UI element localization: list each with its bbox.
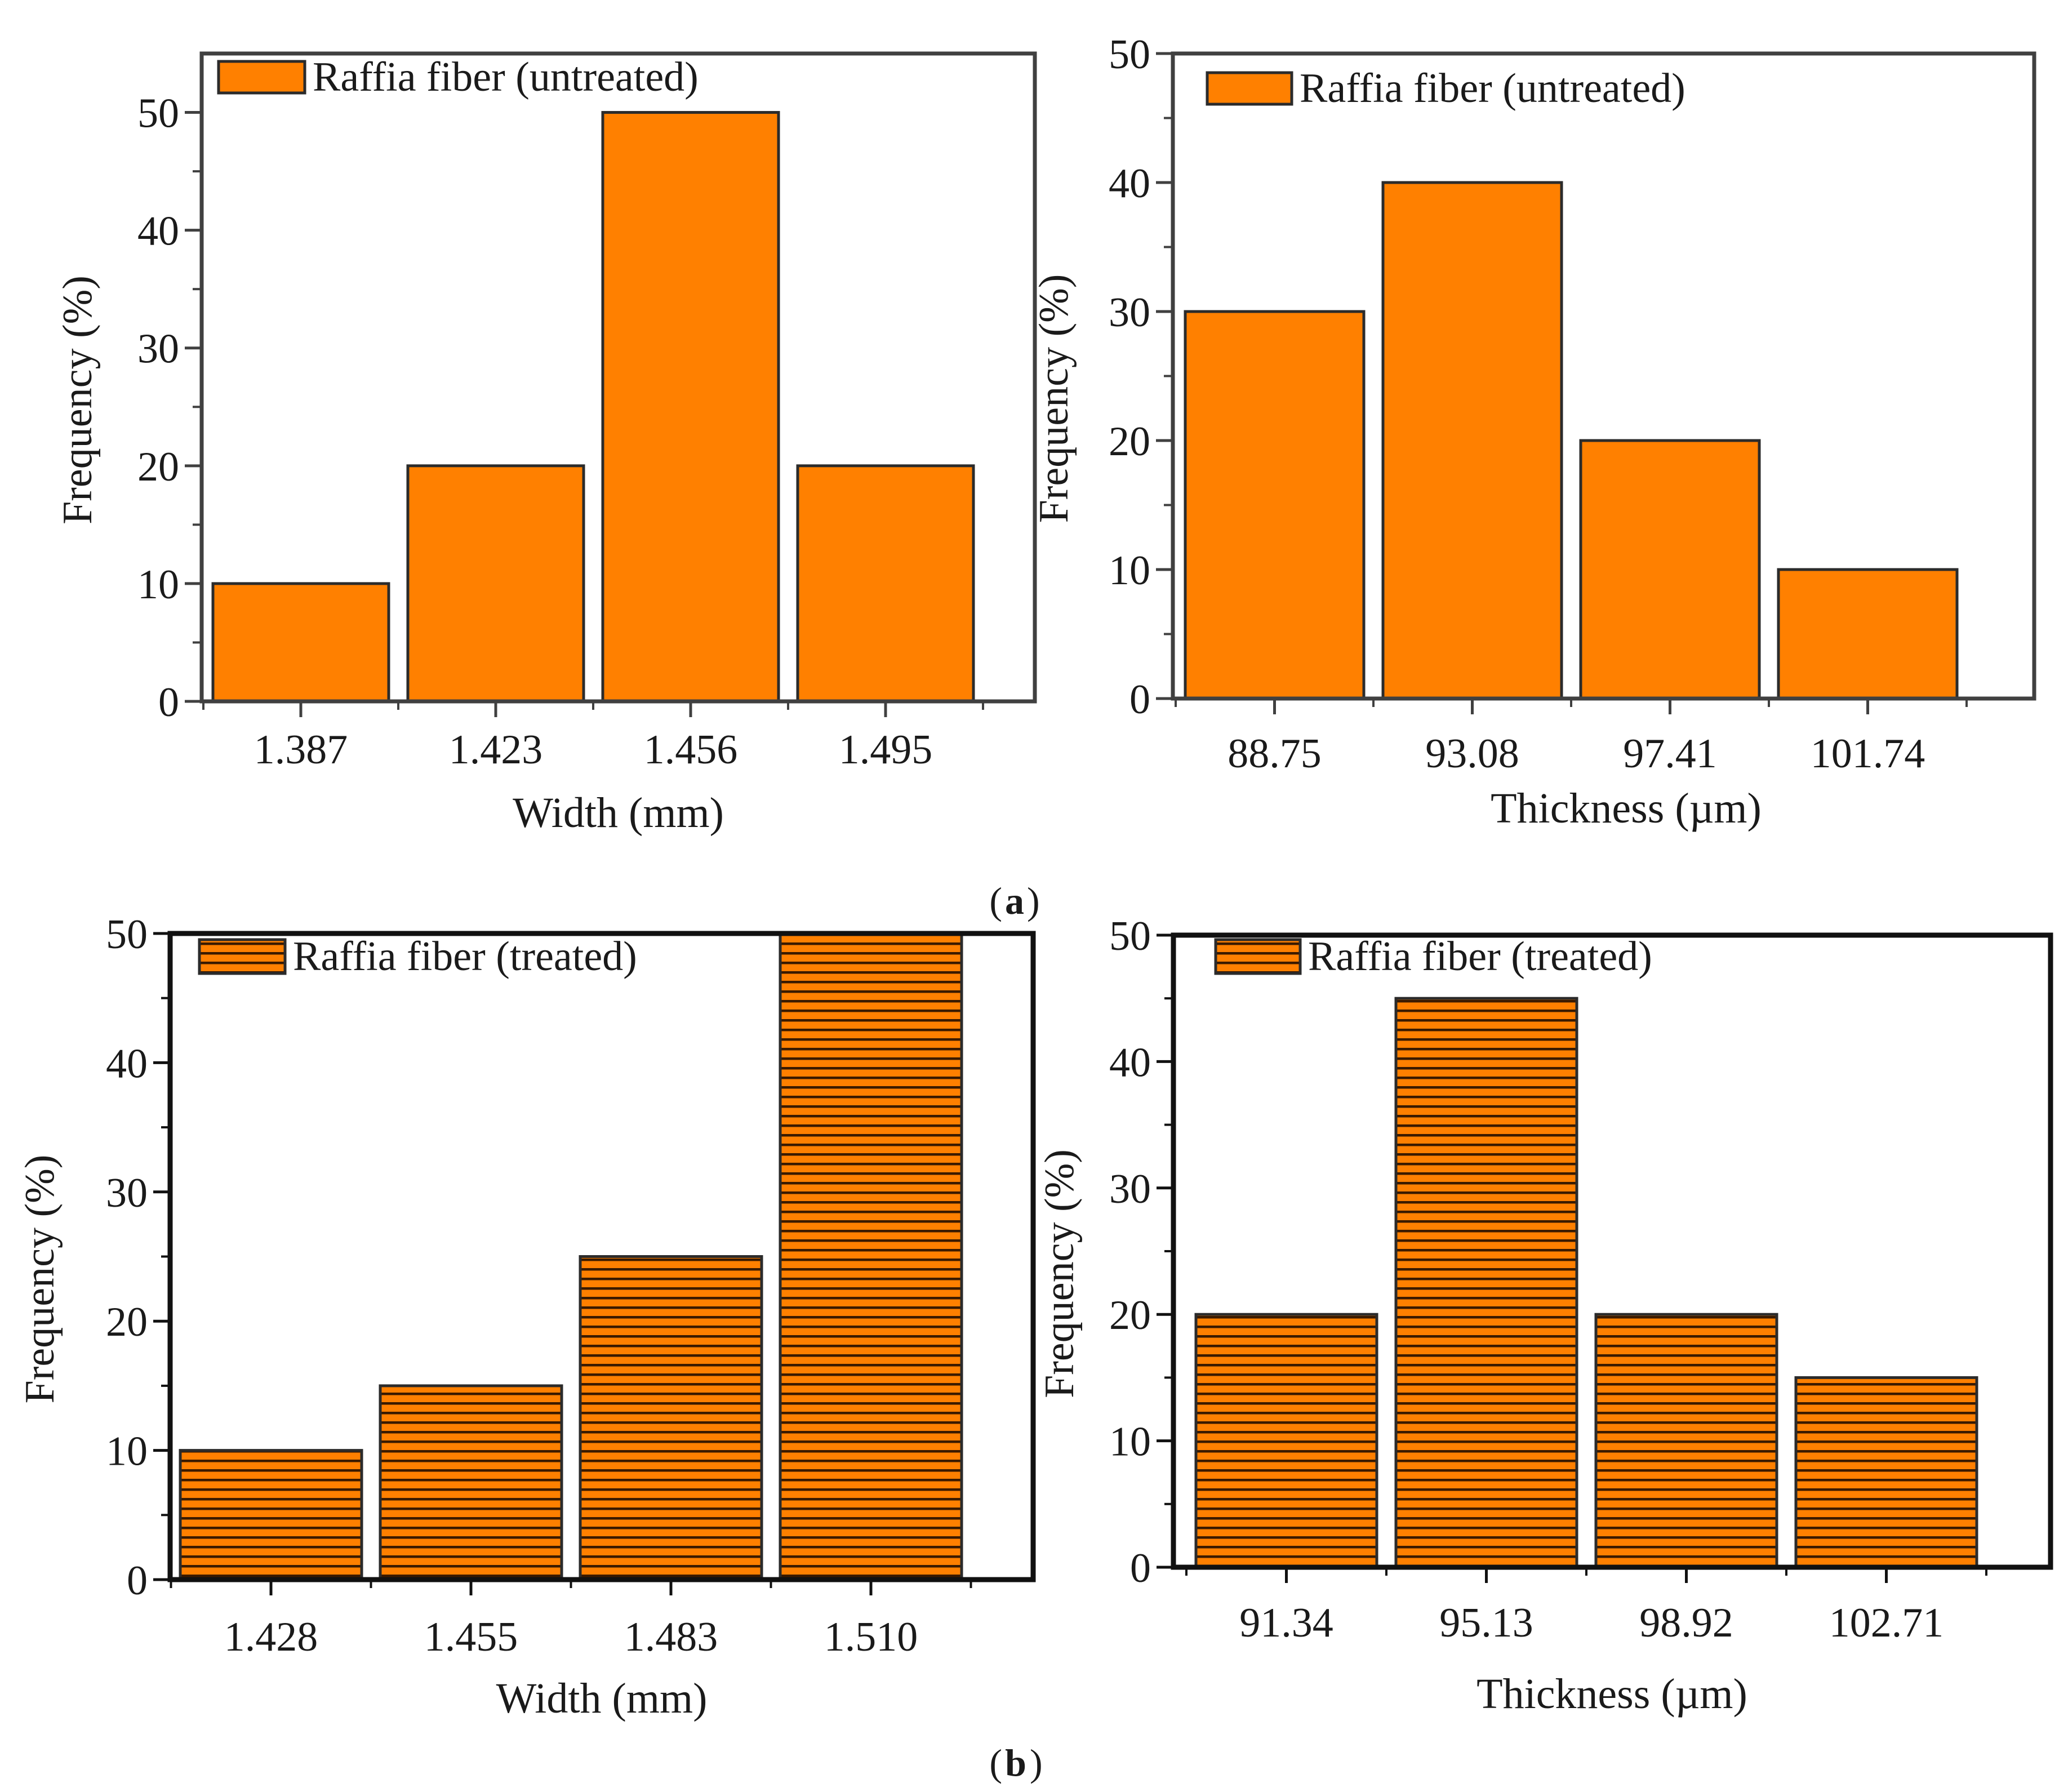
y-tick-label: 40: [106, 1040, 148, 1087]
bar: [1381, 181, 1563, 700]
x-axis-label: Width (mm): [513, 789, 724, 837]
y-tick-label: 20: [106, 1299, 148, 1345]
legend-label: Raffia fiber (untreated): [313, 54, 699, 100]
x-tick-label: 1.456: [644, 727, 738, 773]
y-tick-label: 0: [1129, 677, 1150, 723]
bar: [1579, 439, 1761, 700]
y-tick-label: 50: [1109, 913, 1151, 959]
chart-untreated-width: 0 10 20 30 40 50 1.387 1.423 1.456 1.495 Width (mm…: [55, 51, 1037, 837]
x-tick-label: 1.495: [839, 727, 933, 773]
legend-label: Raffia fiber (untreated): [1300, 65, 1685, 112]
legend-label: Raffia fiber (treated): [1308, 933, 1652, 980]
bar: [579, 1255, 763, 1581]
bar: [211, 582, 390, 703]
bar: [1184, 310, 1366, 700]
y-tick-label: 50: [137, 91, 179, 137]
y-tick-label: 40: [1109, 161, 1150, 207]
panel-label-b-text: b: [1005, 1741, 1026, 1784]
bar: [1394, 997, 1578, 1569]
y-tick-label: 30: [1109, 1166, 1151, 1212]
x-tick-label: 97.41: [1623, 731, 1717, 777]
x-tick-label: 1.423: [449, 727, 543, 773]
panel-label-a-text: a: [1005, 879, 1024, 922]
x-tick-label: 101.74: [1811, 731, 1925, 777]
y-tick-label: 20: [1109, 419, 1150, 465]
y-tick-label: 20: [137, 444, 179, 490]
y-tick-label: 10: [1109, 548, 1150, 594]
x-tick-label: 102.71: [1829, 1600, 1944, 1646]
bar: [796, 464, 975, 703]
legend-swatch: [217, 60, 306, 95]
x-tick-label: 1.455: [424, 1614, 518, 1660]
legend-label: Raffia fiber (treated): [293, 933, 637, 980]
y-axis-label: Frequency (%): [17, 1155, 63, 1404]
y-tick-label: 10: [137, 562, 179, 608]
y-tick-label: 0: [158, 679, 179, 726]
panel-label-b: ( b ): [989, 1741, 1042, 1784]
plot-frame: [199, 51, 1037, 704]
x-tick-label: 1.510: [824, 1614, 918, 1660]
bar: [179, 1449, 363, 1581]
x-tick-label: 1.483: [624, 1614, 718, 1660]
y-tick-label: 0: [1130, 1545, 1151, 1591]
y-tick-label: 50: [1109, 32, 1150, 78]
x-tick-label: 93.08: [1425, 731, 1519, 777]
x-axis-label: Thickness (µm): [1476, 1670, 1747, 1718]
panel-label-a: ( a ): [989, 879, 1039, 922]
chart-untreated-thickness: 0 10 20 30 40 50 88.75 93.08 97.41 101.74 Thicknes…: [1031, 32, 2036, 832]
x-axis-label: Width (mm): [496, 1675, 708, 1722]
y-tick-label: 40: [137, 208, 179, 255]
y-tick-label: 30: [106, 1170, 148, 1216]
bar: [1777, 568, 1959, 700]
y-axis-label: Frequency (%): [1031, 274, 1077, 523]
y-tick-label: 30: [1109, 290, 1150, 336]
chart-treated-width: 0 10 20 30 40 50 1.428 1.455 1.483 1.510 Width (mm…: [17, 911, 1036, 1722]
bar: [1794, 1376, 1978, 1569]
bar: [1594, 1313, 1778, 1569]
y-tick-label: 30: [137, 326, 179, 372]
x-tick-label: 88.75: [1228, 731, 1322, 777]
y-tick-label: 20: [1109, 1292, 1151, 1339]
legend-swatch: [1206, 71, 1293, 106]
legend-swatch: [1214, 938, 1302, 975]
x-axis-label: Thickness (µm): [1491, 785, 1762, 832]
svg-text:): ): [1030, 1741, 1043, 1784]
y-tick-label: 0: [127, 1558, 148, 1604]
legend-swatch: [198, 938, 287, 975]
svg-text:): ): [1027, 879, 1040, 922]
bar: [379, 1384, 563, 1581]
y-tick-label: 10: [106, 1429, 148, 1475]
y-tick-label: 40: [1109, 1039, 1151, 1086]
x-tick-label: 98.92: [1639, 1600, 1733, 1646]
bar: [779, 932, 963, 1581]
bar: [1194, 1313, 1378, 1569]
chart-treated-thickness: 0 10 20 30 40 50 91.34 95.13 98.92 102.71 Thicknes…: [1037, 913, 2053, 1718]
bar: [601, 111, 780, 703]
x-tick-label: 1.428: [224, 1614, 318, 1660]
y-axis-label: Frequency (%): [55, 275, 101, 524]
svg-text:(: (: [989, 879, 1002, 922]
y-tick-label: 50: [106, 911, 148, 958]
x-tick-label: 1.387: [254, 727, 348, 773]
x-tick-label: 91.34: [1239, 1600, 1333, 1646]
y-tick-label: 10: [1109, 1419, 1151, 1465]
svg-text:(: (: [989, 1741, 1002, 1784]
x-tick-label: 95.13: [1439, 1600, 1533, 1646]
y-axis-label: Frequency (%): [1037, 1149, 1083, 1398]
bar: [406, 464, 585, 703]
